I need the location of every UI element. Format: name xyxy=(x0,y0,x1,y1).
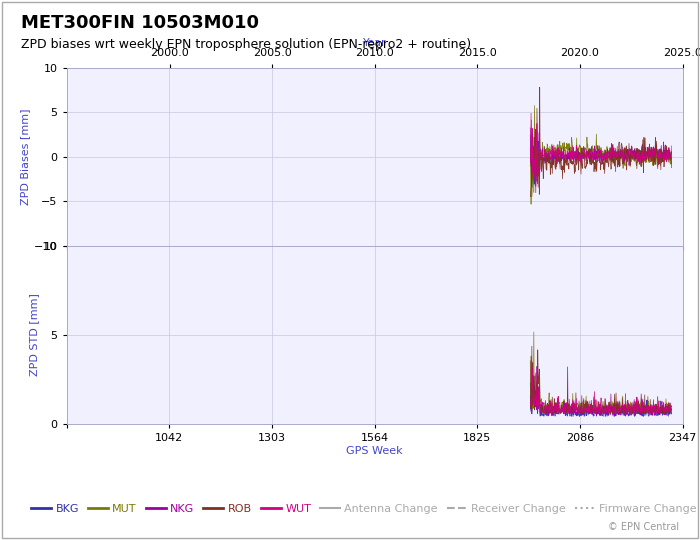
X-axis label: Year: Year xyxy=(363,38,386,48)
Y-axis label: ZPD STD [mm]: ZPD STD [mm] xyxy=(29,293,39,376)
Text: ZPD biases wrt weekly EPN troposphere solution (EPN-repro2 + routine): ZPD biases wrt weekly EPN troposphere so… xyxy=(21,38,471,51)
X-axis label: GPS Week: GPS Week xyxy=(346,446,402,456)
Text: © EPN Central: © EPN Central xyxy=(608,522,679,532)
Legend: BKG, MUT, NKG, ROB, WUT, Antenna Change, Receiver Change, Firmware Change: BKG, MUT, NKG, ROB, WUT, Antenna Change,… xyxy=(27,500,700,518)
Text: MET300FIN 10503M010: MET300FIN 10503M010 xyxy=(21,14,259,31)
Y-axis label: ZPD Biases [mm]: ZPD Biases [mm] xyxy=(20,109,30,205)
